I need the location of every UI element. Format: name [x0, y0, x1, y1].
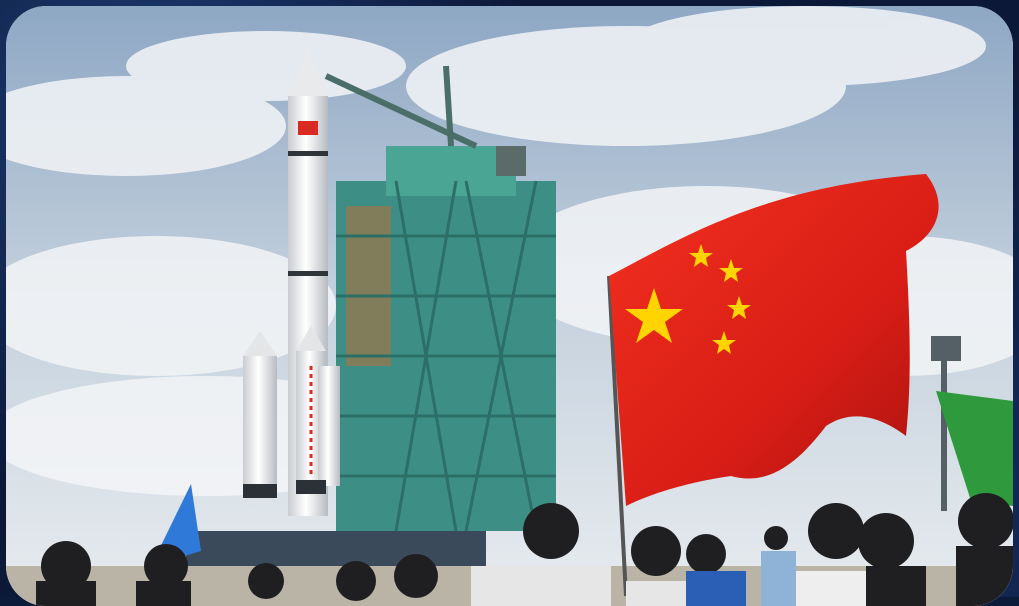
- launch-photo: [6, 6, 1013, 606]
- rocket: [243, 46, 340, 516]
- chinese-flag: [607, 174, 939, 597]
- green-flag: [936, 391, 1013, 506]
- launch-platform: [186, 531, 486, 571]
- light-tower: [931, 336, 961, 511]
- launch-tower: [324, 65, 556, 532]
- launch-scene: [6, 6, 1013, 606]
